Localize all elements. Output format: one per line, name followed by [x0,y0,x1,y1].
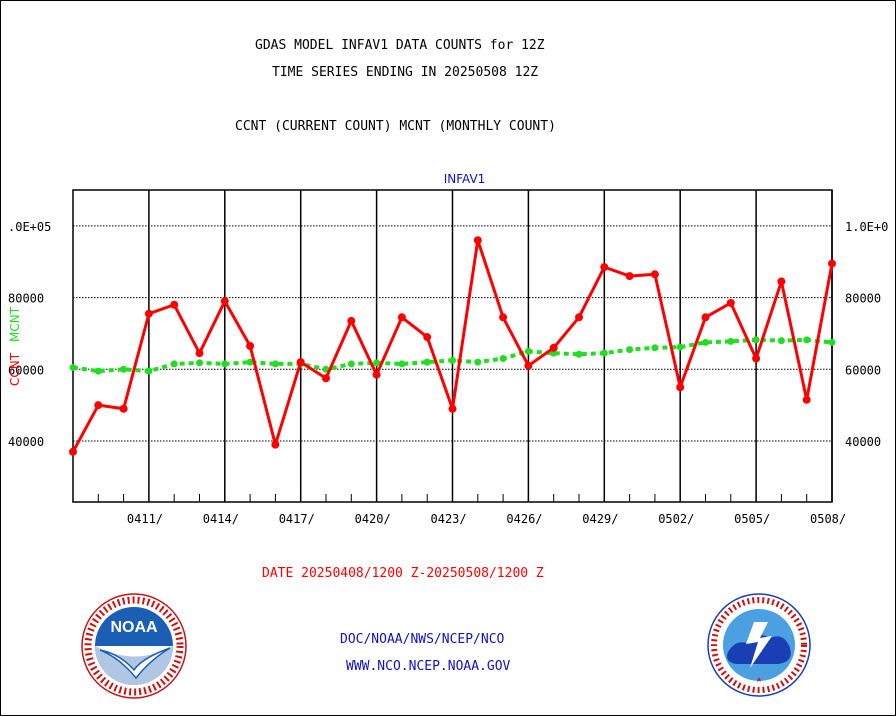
data-point-mcnt [626,346,634,354]
data-point-ccnt [296,358,305,367]
data-point-mcnt [271,360,279,368]
data-point-ccnt [94,401,103,410]
data-point-ccnt [549,343,558,352]
data-point-ccnt [448,404,457,413]
y-axis-label-ccnt: CCNT [8,352,22,386]
x-tick-label: 0417/ [279,512,315,526]
data-point-mcnt [221,360,229,368]
data-point-ccnt [473,236,482,245]
data-point-ccnt [144,309,153,318]
x-tick-label: 0414/ [203,512,239,526]
data-point-ccnt [499,313,508,322]
plot-title: INFAV1 [444,172,486,186]
data-point-mcnt [246,358,254,366]
data-point-ccnt [625,272,634,281]
data-point-mcnt [752,336,760,344]
x-tick-label: 0429/ [582,512,618,526]
data-point-ccnt [802,395,811,404]
nws-logo-icon [707,593,811,697]
data-point-ccnt [220,297,229,306]
data-point-ccnt [170,300,179,309]
noaa-logo-icon: NOAA [81,593,187,699]
data-point-mcnt [69,364,77,372]
data-point-mcnt [550,349,558,357]
chart-title-line2: TIME SERIES ENDING IN 20250508 12Z [272,65,539,80]
chart-title-line1: GDAS MODEL INFAV1 DATA COUNTS for 12Z [255,38,545,53]
data-point-mcnt [449,356,456,364]
data-point-ccnt [600,263,609,272]
y-tick-label-left: .0E+05 [8,220,51,234]
data-point-ccnt [650,270,659,279]
data-point-ccnt [69,447,77,456]
data-point-mcnt [651,344,659,352]
data-point-ccnt [322,374,330,383]
data-point-mcnt [727,337,735,345]
data-point-ccnt [397,313,406,322]
data-point-mcnt [828,338,836,346]
data-point-mcnt [499,355,507,363]
data-point-ccnt [347,316,356,325]
data-point-mcnt [524,347,532,355]
data-point-mcnt [94,367,102,375]
data-point-mcnt [373,359,381,367]
data-point-mcnt [676,343,684,351]
x-tick-label: 0426/ [506,512,542,526]
y-axis-label-mcnt: MCNT [8,306,22,342]
data-point-ccnt [726,298,735,307]
data-point-mcnt [347,360,355,368]
data-point-ccnt [575,313,583,322]
y-tick-label-right: 80000 [845,292,881,306]
data-point-ccnt [271,440,280,449]
data-point-ccnt [828,259,836,268]
y-tick-label-left: 80000 [8,292,44,306]
x-tick-label: 0423/ [431,512,467,526]
data-point-mcnt [575,350,583,358]
data-point-mcnt [474,358,482,366]
x-tick-label: 0420/ [355,512,391,526]
y-tick-label-right: 1.0E+0 [845,220,888,234]
x-tick-label: 0411/ [127,512,163,526]
data-point-mcnt [170,360,178,368]
data-point-mcnt [702,338,709,346]
y-tick-label-left: 60000 [8,363,44,377]
data-point-mcnt [196,359,203,367]
x-tick-label: 0502/ [658,512,694,526]
data-point-mcnt [803,336,811,344]
data-point-mcnt [120,365,128,373]
data-point-mcnt [423,358,431,366]
data-point-mcnt [600,349,608,357]
data-point-ccnt [423,333,432,342]
data-point-mcnt [777,337,785,345]
chart-subtitle: CCNT (CURRENT COUNT) MCNT (MONTHLY COUNT… [235,119,556,134]
data-point-mcnt [398,360,406,368]
noaa-logo-text: NOAA [110,619,158,636]
data-point-mcnt [145,367,153,375]
data-point-ccnt [701,313,710,322]
data-point-ccnt [372,370,381,379]
y-tick-label-right: 40000 [845,435,881,449]
data-point-ccnt [676,383,685,392]
org-label: DOC/NOAA/NWS/NCEP/NCO [340,632,505,647]
data-point-ccnt [195,349,204,358]
y-tick-label-right: 60000 [845,363,881,377]
data-point-ccnt [752,354,761,363]
y-tick-label-left: 40000 [8,435,44,449]
url-label: WWW.NCO.NCEP.NOAA.GOV [346,659,511,674]
data-point-ccnt [777,277,786,286]
data-point-ccnt [119,404,128,413]
x-tick-label: 0505/ [734,512,770,526]
date-range-label: DATE 20250408/1200 Z-20250508/1200 Z [262,566,544,581]
x-tick-label: 0508/ [810,512,846,526]
data-point-ccnt [246,342,255,350]
data-point-ccnt [524,361,533,370]
